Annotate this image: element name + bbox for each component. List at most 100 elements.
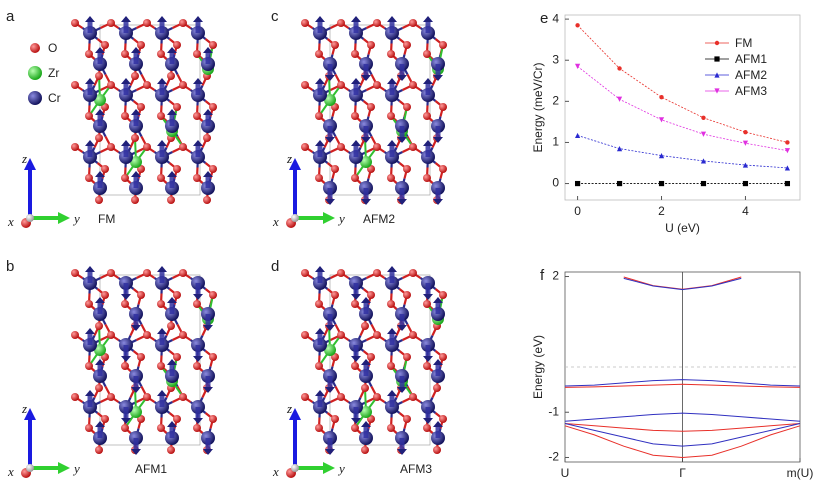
spin-arrow xyxy=(435,126,441,138)
spin-arrow xyxy=(195,83,201,95)
o-atom xyxy=(373,393,381,401)
point xyxy=(701,115,706,120)
spin-arrow-head xyxy=(131,47,141,53)
spin-arrow-head xyxy=(157,78,167,84)
o-atom xyxy=(337,143,345,151)
legend-label: AFM2 xyxy=(735,68,767,82)
o-atom xyxy=(337,331,345,339)
spin-arrow-head xyxy=(387,390,397,396)
o-atom xyxy=(179,331,187,339)
point xyxy=(700,131,707,137)
o-atom xyxy=(101,41,109,49)
spin-arrow-head xyxy=(387,16,397,22)
o-atom xyxy=(121,50,129,58)
x-axis-label: U (eV) xyxy=(665,221,700,235)
o-atom xyxy=(101,415,109,423)
spin-arrow-head xyxy=(351,78,361,84)
o-atom xyxy=(193,362,201,370)
x-tick-label: 2 xyxy=(658,204,665,218)
y-tick-label: 2 xyxy=(552,94,559,108)
o-atom xyxy=(131,196,139,204)
o-atom xyxy=(179,269,187,277)
o-atom xyxy=(315,50,323,58)
o-atom xyxy=(95,384,103,392)
o-atom xyxy=(131,72,139,80)
spin-arrow xyxy=(399,314,405,326)
panel-label: e xyxy=(540,10,548,27)
spin-arrow xyxy=(353,145,359,157)
spin-arrow xyxy=(353,407,359,419)
o-atom xyxy=(85,50,93,58)
spin-arrow-head xyxy=(433,421,443,427)
o-atom xyxy=(107,143,115,151)
spin-arrow-head xyxy=(193,140,203,146)
spin-arrow-head xyxy=(351,356,361,362)
spin-arrow-head xyxy=(387,328,397,334)
o-atom xyxy=(137,291,145,299)
spin-arrow-head xyxy=(85,140,95,146)
spin-arrow-head xyxy=(157,16,167,22)
triad-label-z: z xyxy=(21,151,27,166)
o-atom xyxy=(315,112,323,120)
y-tick-label: 3 xyxy=(552,52,559,66)
o-atom xyxy=(439,415,447,423)
spin-arrow xyxy=(425,145,431,157)
spin-arrow-head xyxy=(423,16,433,22)
point xyxy=(742,162,749,168)
structure-panel: a FM z y x xyxy=(6,8,217,229)
spin-arrow-head xyxy=(397,75,407,81)
spin-arrow-head xyxy=(325,199,335,205)
o-atom xyxy=(179,393,187,401)
o-atom xyxy=(361,322,369,330)
triad-y-head xyxy=(323,212,335,224)
o-atom xyxy=(85,112,93,120)
spin-arrow xyxy=(327,438,333,450)
spin-arrow-head xyxy=(167,109,177,115)
x-tick-label: 0 xyxy=(574,204,581,218)
o-atom xyxy=(121,424,129,432)
spin-arrow-head xyxy=(95,359,105,365)
legend-marker xyxy=(714,40,720,46)
y-axis-label: Energy (eV) xyxy=(531,335,545,399)
spin-arrow xyxy=(389,21,395,33)
spin-arrow xyxy=(363,188,369,200)
spin-arrow xyxy=(169,52,175,64)
o-atom xyxy=(167,446,175,454)
spin-arrow xyxy=(97,302,103,314)
triad-z-head xyxy=(24,158,36,170)
o-atom xyxy=(209,291,217,299)
triad-label-z: z xyxy=(286,401,292,416)
spin-arrow xyxy=(195,407,201,419)
spin-arrow xyxy=(399,376,405,388)
o-atom xyxy=(193,112,201,120)
point xyxy=(784,165,791,171)
o-atom xyxy=(423,174,431,182)
o-atom xyxy=(301,393,309,401)
point xyxy=(658,117,665,123)
spin-arrow xyxy=(389,83,395,95)
o-atom xyxy=(373,81,381,89)
spin-arrow-head xyxy=(203,325,213,331)
spin-arrow xyxy=(133,314,139,326)
o-atom xyxy=(439,353,447,361)
spin-arrow-head xyxy=(325,325,335,331)
o-atom xyxy=(209,415,217,423)
spin-arrow xyxy=(399,126,405,138)
y-tick-label: 1 xyxy=(552,135,559,149)
o-atom xyxy=(71,19,79,27)
spin-arrow xyxy=(205,176,211,188)
o-atom xyxy=(193,174,201,182)
spin-arrow xyxy=(327,126,333,138)
o-atom xyxy=(423,50,431,58)
spin-arrow xyxy=(133,438,139,450)
o-atom xyxy=(409,19,417,27)
spin-arrow-head xyxy=(433,75,443,81)
o-atom xyxy=(137,353,145,361)
spin-arrow-head xyxy=(131,325,141,331)
spin-arrow-head xyxy=(361,359,371,365)
spin-arrow-head xyxy=(131,387,141,393)
panel-label: a xyxy=(6,8,15,25)
spin-arrow-head xyxy=(193,78,203,84)
plot-frame xyxy=(564,14,801,201)
panel-label: b xyxy=(6,258,14,275)
